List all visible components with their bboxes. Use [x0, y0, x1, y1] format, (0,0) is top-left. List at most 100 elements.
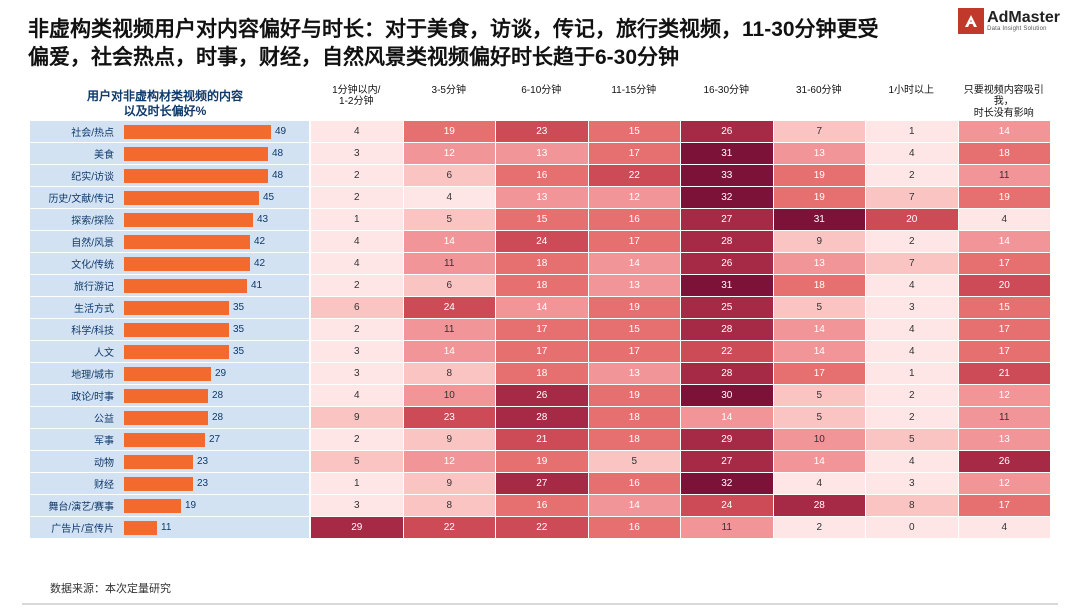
heat-cell: 19: [589, 297, 681, 318]
heat-cell: 14: [589, 495, 681, 516]
heat-cell: 19: [959, 187, 1051, 208]
bar-zone: 35: [120, 321, 309, 339]
heat-cell: 3: [311, 363, 403, 384]
heat-cell: 17: [959, 341, 1051, 362]
heat-cell: 19: [496, 451, 588, 472]
table-row: 历史/文献/传记452413123219719: [30, 187, 1050, 208]
bar-value: 35: [233, 324, 244, 335]
bar-zone: 28: [120, 387, 309, 405]
heat-cell: 13: [774, 143, 866, 164]
heat-cell: 8: [404, 363, 496, 384]
heat-cell: 22: [589, 165, 681, 186]
table-row: 公益289232818145211: [30, 407, 1050, 428]
heat-cell: 12: [404, 143, 496, 164]
category-cell: 旅行游记41: [30, 275, 310, 296]
heat-cell: 3: [311, 143, 403, 164]
heat-cell: 30: [681, 385, 773, 406]
table-row: 文化/传统4241118142613717: [30, 253, 1050, 274]
bar-zone: 35: [120, 299, 309, 317]
heat-cell: 27: [681, 209, 773, 230]
heat-cell: 14: [959, 231, 1051, 252]
heat-cell: 8: [866, 495, 958, 516]
heat-cell: 11: [404, 319, 496, 340]
heat-cell: 4: [311, 253, 403, 274]
heat-cell: 0: [866, 517, 958, 538]
footer-divider: [22, 603, 1058, 605]
category-cell: 动物 23: [30, 451, 310, 472]
heat-cell: 18: [496, 253, 588, 274]
heat-cell: 22: [404, 517, 496, 538]
chart-subtitle: 用户对非虚构材类视频的内容以及时长偏好%: [30, 89, 300, 119]
bar-zone: 45: [120, 189, 309, 207]
heat-cell: 29: [681, 429, 773, 450]
heat-cell: 23: [404, 407, 496, 428]
heat-cell: 4: [866, 451, 958, 472]
category-label: 探索/探险: [30, 212, 120, 227]
table-row: 地理/城市293818132817121: [30, 363, 1050, 384]
category-cell: 科学/科技35: [30, 319, 310, 340]
heat-cell: 4: [404, 187, 496, 208]
bar-zone: 48: [120, 145, 309, 163]
bar-value: 23: [197, 456, 208, 467]
heat-cell: 29: [311, 517, 403, 538]
bar-value: 35: [233, 346, 244, 357]
heat-cell: 3: [311, 341, 403, 362]
heat-cell: 9: [404, 429, 496, 450]
category-label: 生活方式: [30, 300, 120, 315]
category-label: 旅行游记: [30, 278, 120, 293]
heat-cell: 14: [774, 319, 866, 340]
heat-cell: 26: [681, 253, 773, 274]
bar-value: 11: [161, 522, 171, 533]
bar-zone: 23: [120, 475, 309, 493]
bar-value: 27: [209, 434, 220, 445]
bar-value: 42: [254, 236, 265, 247]
heat-cell: 28: [496, 407, 588, 428]
heat-cell: 24: [404, 297, 496, 318]
heat-cell: 31: [774, 209, 866, 230]
column-header: 3-5分钟: [403, 85, 496, 120]
table-row: 生活方式356241419255315: [30, 297, 1050, 318]
heat-cell: 2: [866, 231, 958, 252]
heat-cell: 31: [681, 143, 773, 164]
bar-value: 45: [263, 192, 274, 203]
preference-bar: [124, 125, 271, 139]
bar-value: 29: [215, 368, 226, 379]
heat-cell: 19: [404, 121, 496, 142]
heat-cell: 14: [404, 231, 496, 252]
heat-cell: 4: [311, 385, 403, 406]
heat-cell: 14: [589, 253, 681, 274]
heat-cell: 19: [774, 187, 866, 208]
category-cell: 广告片/宣传片11: [30, 517, 310, 538]
category-label: 动物: [30, 454, 120, 469]
heat-cell: 14: [404, 341, 496, 362]
bar-value: 42: [254, 258, 265, 269]
column-header: 1小时以上: [865, 85, 958, 120]
heat-cell: 14: [496, 297, 588, 318]
heat-cell: 26: [681, 121, 773, 142]
heat-cell: 17: [589, 143, 681, 164]
heat-cell: 28: [681, 231, 773, 252]
heat-cell: 24: [496, 231, 588, 252]
heat-cell: 13: [496, 143, 588, 164]
heat-cell: 18: [496, 275, 588, 296]
bar-zone: 28: [120, 409, 309, 427]
heat-cell: 14: [774, 451, 866, 472]
heat-cells: 4142417289214: [310, 231, 1050, 252]
table-row: 军事272921182910513: [30, 429, 1050, 450]
heat-cell: 12: [404, 451, 496, 472]
bar-value: 28: [212, 412, 223, 423]
table-row: 动物235121952714426: [30, 451, 1050, 472]
heat-cell: 12: [959, 473, 1051, 494]
category-label: 军事: [30, 432, 120, 447]
column-header: 6-10分钟: [495, 85, 588, 120]
heat-cell: 5: [774, 297, 866, 318]
table-row: 科学/科技3521117152814417: [30, 319, 1050, 340]
heat-cell: 28: [681, 319, 773, 340]
category-label: 地理/城市: [30, 366, 120, 381]
bar-zone: 42: [120, 255, 309, 273]
heat-cell: 5: [866, 429, 958, 450]
heat-cells: 31417172214417: [310, 341, 1050, 362]
bar-value: 48: [272, 148, 283, 159]
category-cell: 舞台/演艺/赛事19: [30, 495, 310, 516]
heat-cell: 2: [311, 319, 403, 340]
